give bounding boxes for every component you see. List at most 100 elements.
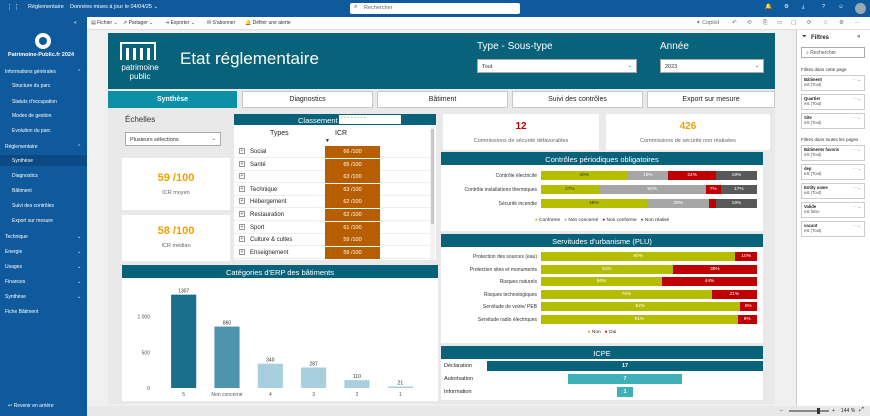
cpo-segment[interactable]: 49% [541, 199, 647, 208]
help-icon[interactable]: ? [822, 4, 826, 10]
tab-diagnostics[interactable]: Diagnostics [242, 91, 373, 108]
expand-icon[interactable]: + [239, 223, 245, 230]
reset-icon[interactable]: ⟲ [747, 20, 752, 26]
filter-options-icon[interactable]: ⋯ ⌄ [852, 77, 861, 82]
col-icr[interactable]: ICR [335, 130, 348, 137]
nav-suivi-controles[interactable]: Suivi des contrôles [12, 203, 54, 209]
cpo-segment[interactable]: 17% [720, 185, 757, 194]
scrollbar[interactable] [430, 125, 435, 260]
tab-batiment[interactable]: Bâtiment [377, 91, 508, 108]
chevron-down-icon[interactable]: ⌄ [77, 279, 82, 285]
legend-item[interactable]: ● Non concerné [564, 218, 598, 223]
zoom-slider[interactable] [789, 408, 829, 414]
plu-segment-oui[interactable]: 10% [735, 252, 757, 261]
filter-card[interactable]: Entity name est (Tout) ⋯ ⌄ [801, 183, 865, 199]
legend-item[interactable]: ● Non réalisé [641, 218, 670, 223]
table-row[interactable]: + Social 66 /100 [234, 146, 430, 158]
nav-batiment[interactable]: Bâtiment [12, 188, 32, 194]
copilot-button[interactable]: ✦ Copilot [696, 20, 720, 26]
legend-item[interactable]: ● Conforme [535, 218, 560, 223]
avatar[interactable] [855, 3, 866, 14]
year-filter-dropdown[interactable]: 2023 ⌄ [660, 59, 764, 73]
filter-card[interactable]: Site est (Tout) ⋯ ⌄ [801, 113, 865, 129]
nav-export[interactable]: Export sur mesure [12, 218, 53, 224]
plu-segment-oui[interactable]: 44% [661, 277, 757, 286]
plu-segment-non[interactable]: 90% [541, 252, 736, 261]
expand-icon[interactable]: + [239, 173, 245, 180]
table-row[interactable]: + Santé 65 /100 [234, 158, 430, 171]
tab-export[interactable]: Export sur mesure [647, 91, 775, 108]
filter-card[interactable]: vacant est (Tout) ⋯ ⌄ [801, 221, 865, 237]
plu-segment-non[interactable]: 56% [541, 277, 662, 286]
chevron-up-icon[interactable]: ⌃ [77, 69, 82, 75]
chevron-down-icon[interactable]: ⌄ [77, 249, 82, 255]
expand-icon[interactable]: + [239, 185, 245, 192]
cpo-segment[interactable]: 7% [705, 185, 721, 194]
file-menu[interactable]: ▤ Fichier ⌄ [91, 20, 118, 26]
updated-dropdown[interactable]: Données mises à jour le 04/04/25 ⌄ [70, 4, 159, 10]
undo-icon[interactable]: ↶ [732, 20, 737, 26]
more-icon[interactable]: ⋯ [855, 20, 861, 26]
filter-card[interactable]: Valide est false ⋯ ⌄ [801, 202, 865, 218]
settings-icon[interactable]: ⚙ [839, 20, 844, 26]
legend-item[interactable]: ● Oui [605, 330, 617, 335]
comment-icon[interactable]: ▢ [791, 20, 797, 26]
cpo-segment[interactable]: 19% [715, 171, 757, 180]
apps-grid-icon[interactable]: ⋮⋮ [6, 4, 20, 11]
nav-synthese-active[interactable]: Synthèse [12, 158, 33, 164]
filter-card[interactable]: Bâtiment est (Tout) ⋯ ⌄ [801, 75, 865, 91]
nav-usages[interactable]: Usages [5, 264, 22, 270]
zoom-in-icon[interactable]: + [832, 408, 835, 414]
icpe-bar[interactable]: 1 [616, 387, 634, 397]
subscribe-button[interactable]: ✉ S'abonner [207, 20, 236, 26]
chevron-down-icon[interactable]: ⌄ [77, 264, 82, 270]
filter-options-icon[interactable]: ⋯ ⌄ [852, 166, 861, 171]
cpo-segment[interactable]: 22% [668, 171, 716, 180]
plu-segment-non[interactable]: 61% [541, 264, 673, 274]
type-filter-dropdown[interactable]: Tout ⌄ [477, 59, 637, 73]
nav-informations-generales[interactable]: Informations générales [5, 69, 56, 75]
bar[interactable] [214, 326, 240, 388]
legend-item[interactable]: ● Non [588, 330, 601, 335]
alert-button[interactable]: 🔔 Définir une alerte [245, 20, 291, 26]
visual-header-icons[interactable]: ▫▫▫▫▫▫▫▫ [339, 115, 401, 124]
plu-segment-non[interactable]: 92% [541, 302, 740, 311]
zoom-out-icon[interactable]: − [780, 408, 783, 414]
bar[interactable] [301, 367, 327, 389]
plu-segment-oui[interactable]: 39% [672, 264, 757, 274]
cpo-segment[interactable]: 50% [598, 185, 706, 194]
bar[interactable] [257, 363, 283, 388]
search-input[interactable]: ⌕ Rechercher [350, 3, 520, 14]
table-row[interactable]: + Culture & cultes 59 /100 [234, 234, 430, 247]
nav-modes-gestion[interactable]: Modes de gestion [12, 113, 52, 119]
plu-segment-non[interactable]: 79% [541, 289, 712, 299]
tab-synthese[interactable]: Synthèse [108, 91, 237, 108]
export-menu[interactable]: ⇥ Exporter ⌄ [165, 20, 196, 26]
filter-options-icon[interactable]: ⋯ ⌄ [852, 185, 861, 190]
echelles-dropdown[interactable]: Plusieurs sélections ⌄ [125, 132, 221, 146]
notification-icon[interactable]: 🔔 [765, 4, 772, 10]
share-menu[interactable]: ⇗ Partager ⌄ [123, 20, 154, 26]
legend-item[interactable]: ● Non conforme [602, 218, 636, 223]
collapse-icon[interactable]: « [74, 20, 77, 26]
nav-fiche-batiment[interactable]: Fiche Bâtiment [5, 309, 39, 315]
icpe-bar[interactable]: 17 [487, 361, 763, 371]
plu-segment-non[interactable]: 91% [541, 314, 738, 324]
cpo-segment[interactable] [709, 199, 716, 208]
table-row[interactable]: + Hébergement 62 /100 [234, 196, 430, 209]
chevron-down-icon[interactable]: ⌄ [77, 234, 82, 240]
cpo-segment[interactable]: 19% [715, 199, 757, 208]
nav-statuts-occupation[interactable]: Statuts d'occupation [12, 99, 57, 105]
filter-card[interactable]: dep est (Tout) ⋯ ⌄ [801, 164, 865, 180]
cpo-segment[interactable]: 29% [646, 199, 710, 208]
table-row[interactable]: +63 /100 [234, 171, 430, 184]
chevron-up-icon[interactable]: ⌃ [77, 144, 82, 150]
settings-icon[interactable]: ⚙ [784, 4, 789, 10]
bar[interactable] [387, 386, 413, 389]
collapse-pane-icon[interactable]: » [857, 34, 861, 40]
expand-icon[interactable]: + [239, 248, 245, 255]
table-row[interactable]: + Restauration 62 /100 [234, 209, 430, 221]
cpo-segment[interactable]: 27% [541, 185, 599, 194]
refresh-icon[interactable]: ⟳ [807, 20, 812, 26]
filter-options-icon[interactable]: ⋯ ⌄ [852, 204, 861, 209]
